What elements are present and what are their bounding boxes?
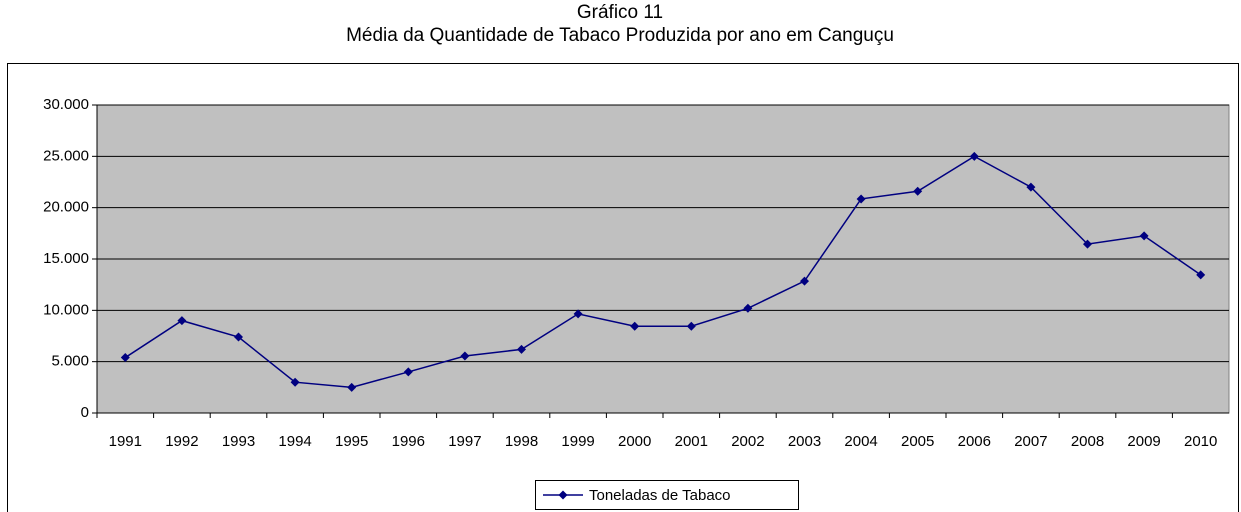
point-marker <box>743 303 753 313</box>
point-marker <box>290 377 300 387</box>
point-marker <box>573 309 583 319</box>
x-tick-label: 1991 <box>109 433 142 450</box>
point-marker <box>403 367 413 377</box>
x-tick-label: 2010 <box>1184 433 1217 450</box>
y-tick-label: 25.000 <box>43 147 89 164</box>
point-marker <box>1196 270 1206 280</box>
x-tick-label: 1995 <box>335 433 368 450</box>
x-tick-label: 2004 <box>844 433 877 450</box>
chart-title: Gráfico 11 <box>577 2 663 23</box>
chart-subtitle: Média da Quantidade de Tabaco Produzida … <box>346 25 894 46</box>
x-tick-label: 2001 <box>675 433 708 450</box>
x-tick-label: 2007 <box>1014 433 1047 450</box>
point-marker <box>969 151 979 161</box>
x-tick-label: 2006 <box>958 433 991 450</box>
legend-label: Toneladas de Tabaco <box>589 487 731 504</box>
x-tick-label: 2000 <box>618 433 651 450</box>
x-tick-label: 1993 <box>222 433 255 450</box>
point-marker <box>517 344 526 354</box>
point-marker <box>234 332 243 342</box>
x-tick-label: 1992 <box>165 433 198 450</box>
point-marker <box>686 321 696 331</box>
y-tick-label: 10.000 <box>43 301 89 318</box>
x-tick-label: 2003 <box>788 433 821 450</box>
x-tick-label: 1997 <box>448 433 481 450</box>
point-marker <box>1083 239 1092 249</box>
y-tick-label: 0 <box>81 404 89 421</box>
x-tick-label: 2002 <box>731 433 764 450</box>
series-line <box>124 155 1202 389</box>
x-tick-label: 2008 <box>1071 433 1104 450</box>
point-marker <box>913 186 923 196</box>
y-tick-label: 15.000 <box>43 250 89 267</box>
point-marker <box>856 194 866 204</box>
x-tick-label: 1996 <box>392 433 425 450</box>
legend-marker <box>558 490 568 500</box>
point-marker <box>1139 231 1149 241</box>
point-marker <box>120 353 130 363</box>
point-marker <box>177 316 187 326</box>
x-tick-label: 1998 <box>505 433 538 450</box>
point-marker <box>460 351 470 361</box>
x-tick-label: 2009 <box>1127 433 1160 450</box>
x-tick-label: 1999 <box>561 433 594 450</box>
y-tick-label: 30.000 <box>43 96 89 113</box>
point-marker <box>1026 182 1036 192</box>
x-tick-label: 1994 <box>278 433 311 450</box>
y-tick-label: 5.000 <box>51 353 89 370</box>
chart-border <box>7 63 1239 512</box>
x-tick-label: 2005 <box>901 433 934 450</box>
point-marker <box>800 276 809 286</box>
point-marker <box>347 382 357 392</box>
y-tick-label: 20.000 <box>43 199 89 216</box>
point-marker <box>630 321 640 331</box>
